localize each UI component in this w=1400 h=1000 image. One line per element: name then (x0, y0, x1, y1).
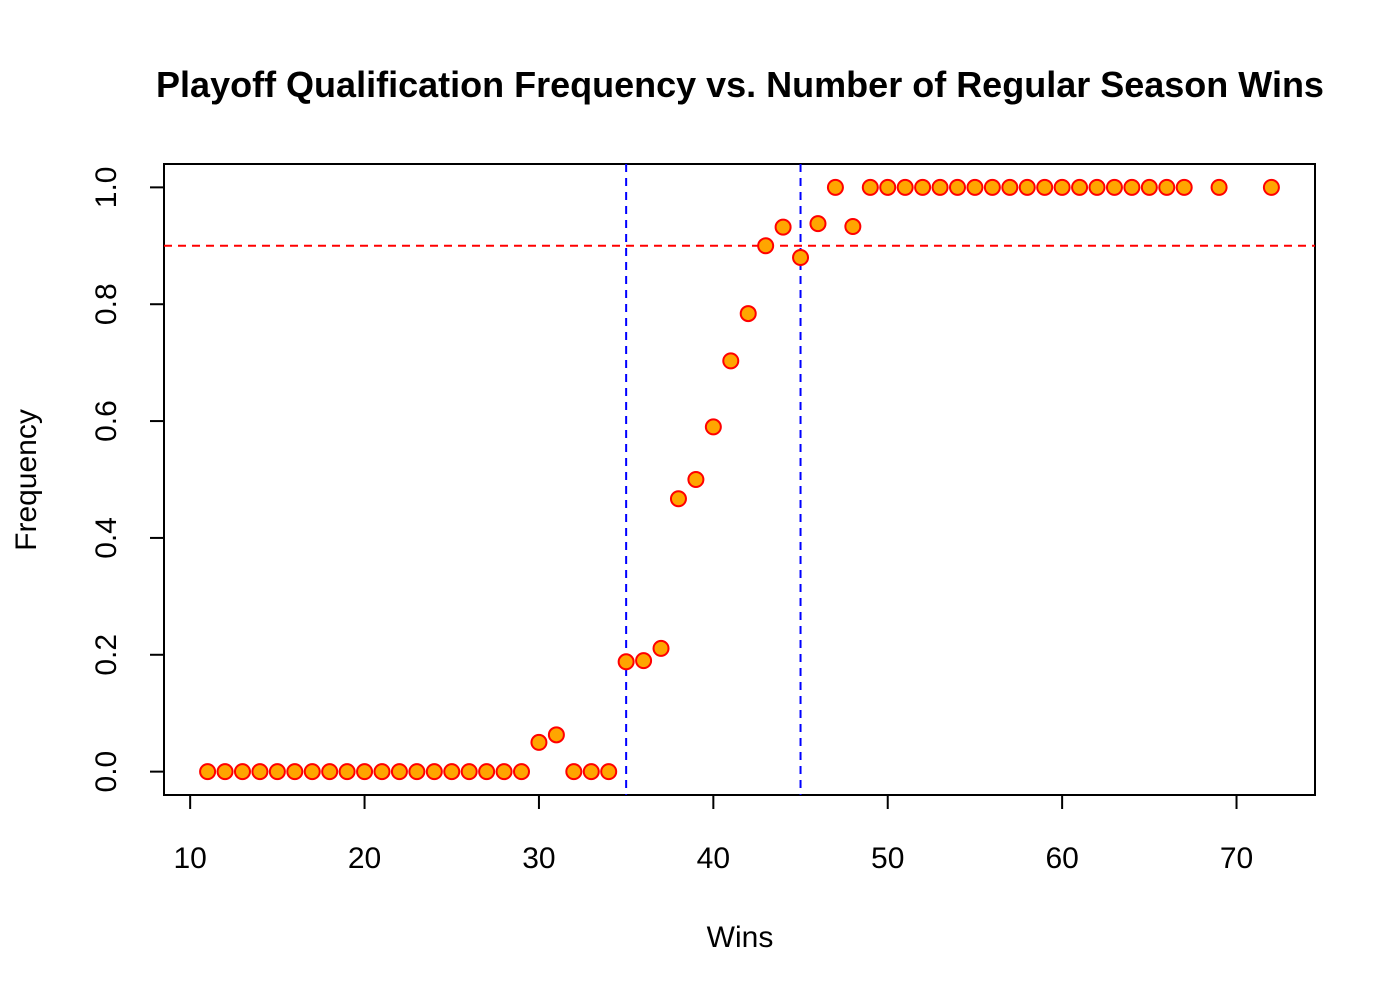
data-point (495, 763, 513, 781)
data-point (635, 652, 653, 670)
x-tick-label: 10 (173, 842, 206, 875)
y-tick-label: 0.2 (90, 634, 123, 676)
data-point (460, 763, 478, 781)
data-point (879, 178, 897, 196)
data-point (896, 178, 914, 196)
data-point (582, 763, 600, 781)
data-point (1158, 178, 1176, 196)
data-point (1175, 178, 1193, 196)
data-point (1018, 178, 1036, 196)
data-point (687, 471, 705, 488)
data-point (356, 763, 374, 781)
data-point (792, 248, 810, 266)
data-point (1053, 178, 1071, 196)
data-point (739, 305, 757, 323)
data-point (513, 763, 531, 781)
y-axis-label: Frequency (10, 409, 43, 551)
data-points (199, 178, 1280, 781)
data-point (600, 763, 618, 781)
y-tick-label: 1.0 (90, 167, 123, 209)
data-point (1123, 178, 1141, 196)
data-point (268, 763, 286, 781)
x-tick-label: 40 (697, 842, 730, 875)
data-point (669, 490, 687, 508)
data-point (303, 763, 321, 781)
data-point (931, 178, 949, 196)
data-point (530, 733, 548, 751)
data-point (408, 763, 426, 781)
reference-lines (164, 164, 1315, 795)
data-point (1262, 178, 1280, 196)
x-tick-label: 60 (1045, 842, 1078, 875)
data-point (373, 763, 391, 781)
data-point (1036, 178, 1054, 196)
data-point (286, 763, 304, 781)
data-point (774, 218, 792, 236)
y-tick-label: 0.8 (90, 283, 123, 325)
data-point (757, 237, 775, 255)
data-point (617, 653, 635, 671)
data-point (1071, 178, 1089, 196)
data-point (826, 178, 844, 196)
data-point (1105, 178, 1123, 196)
data-point (425, 763, 443, 781)
x-tick-label: 30 (522, 842, 555, 875)
data-point (1001, 178, 1019, 196)
data-point (722, 352, 740, 370)
data-point (914, 178, 932, 196)
data-point (338, 763, 356, 781)
data-point (948, 178, 966, 196)
y-tick-label: 0.6 (90, 400, 123, 442)
data-point (652, 639, 670, 657)
data-point (1140, 178, 1158, 196)
data-point (1210, 178, 1228, 196)
x-tick-label: 20 (348, 842, 381, 875)
data-point (704, 418, 722, 436)
data-point (547, 726, 565, 744)
x-tick-label: 70 (1220, 842, 1253, 875)
y-axis: 0.0 0.2 0.4 0.6 0.8 1.0 (90, 167, 165, 793)
data-point (443, 763, 461, 781)
data-point (321, 763, 339, 781)
x-tick-label: 50 (871, 842, 904, 875)
data-point (199, 763, 217, 781)
plot-frame (163, 163, 1316, 796)
x-axis-label: Wins (707, 921, 774, 954)
y-tick-label: 0.4 (90, 517, 123, 559)
data-point (390, 763, 408, 781)
data-point (844, 218, 862, 236)
data-point (809, 215, 827, 233)
data-point (983, 178, 1001, 196)
data-point (966, 178, 984, 196)
data-point (861, 178, 879, 196)
x-axis: 10 20 30 40 50 60 70 (173, 794, 1253, 875)
chart-title: Playoff Qualification Frequency vs. Numb… (156, 64, 1324, 105)
data-point (216, 763, 234, 781)
data-point (478, 763, 496, 781)
data-point (1088, 178, 1106, 196)
data-point (565, 763, 583, 781)
data-point (233, 763, 251, 781)
y-tick-label: 0.0 (90, 751, 123, 793)
data-point (251, 763, 269, 781)
